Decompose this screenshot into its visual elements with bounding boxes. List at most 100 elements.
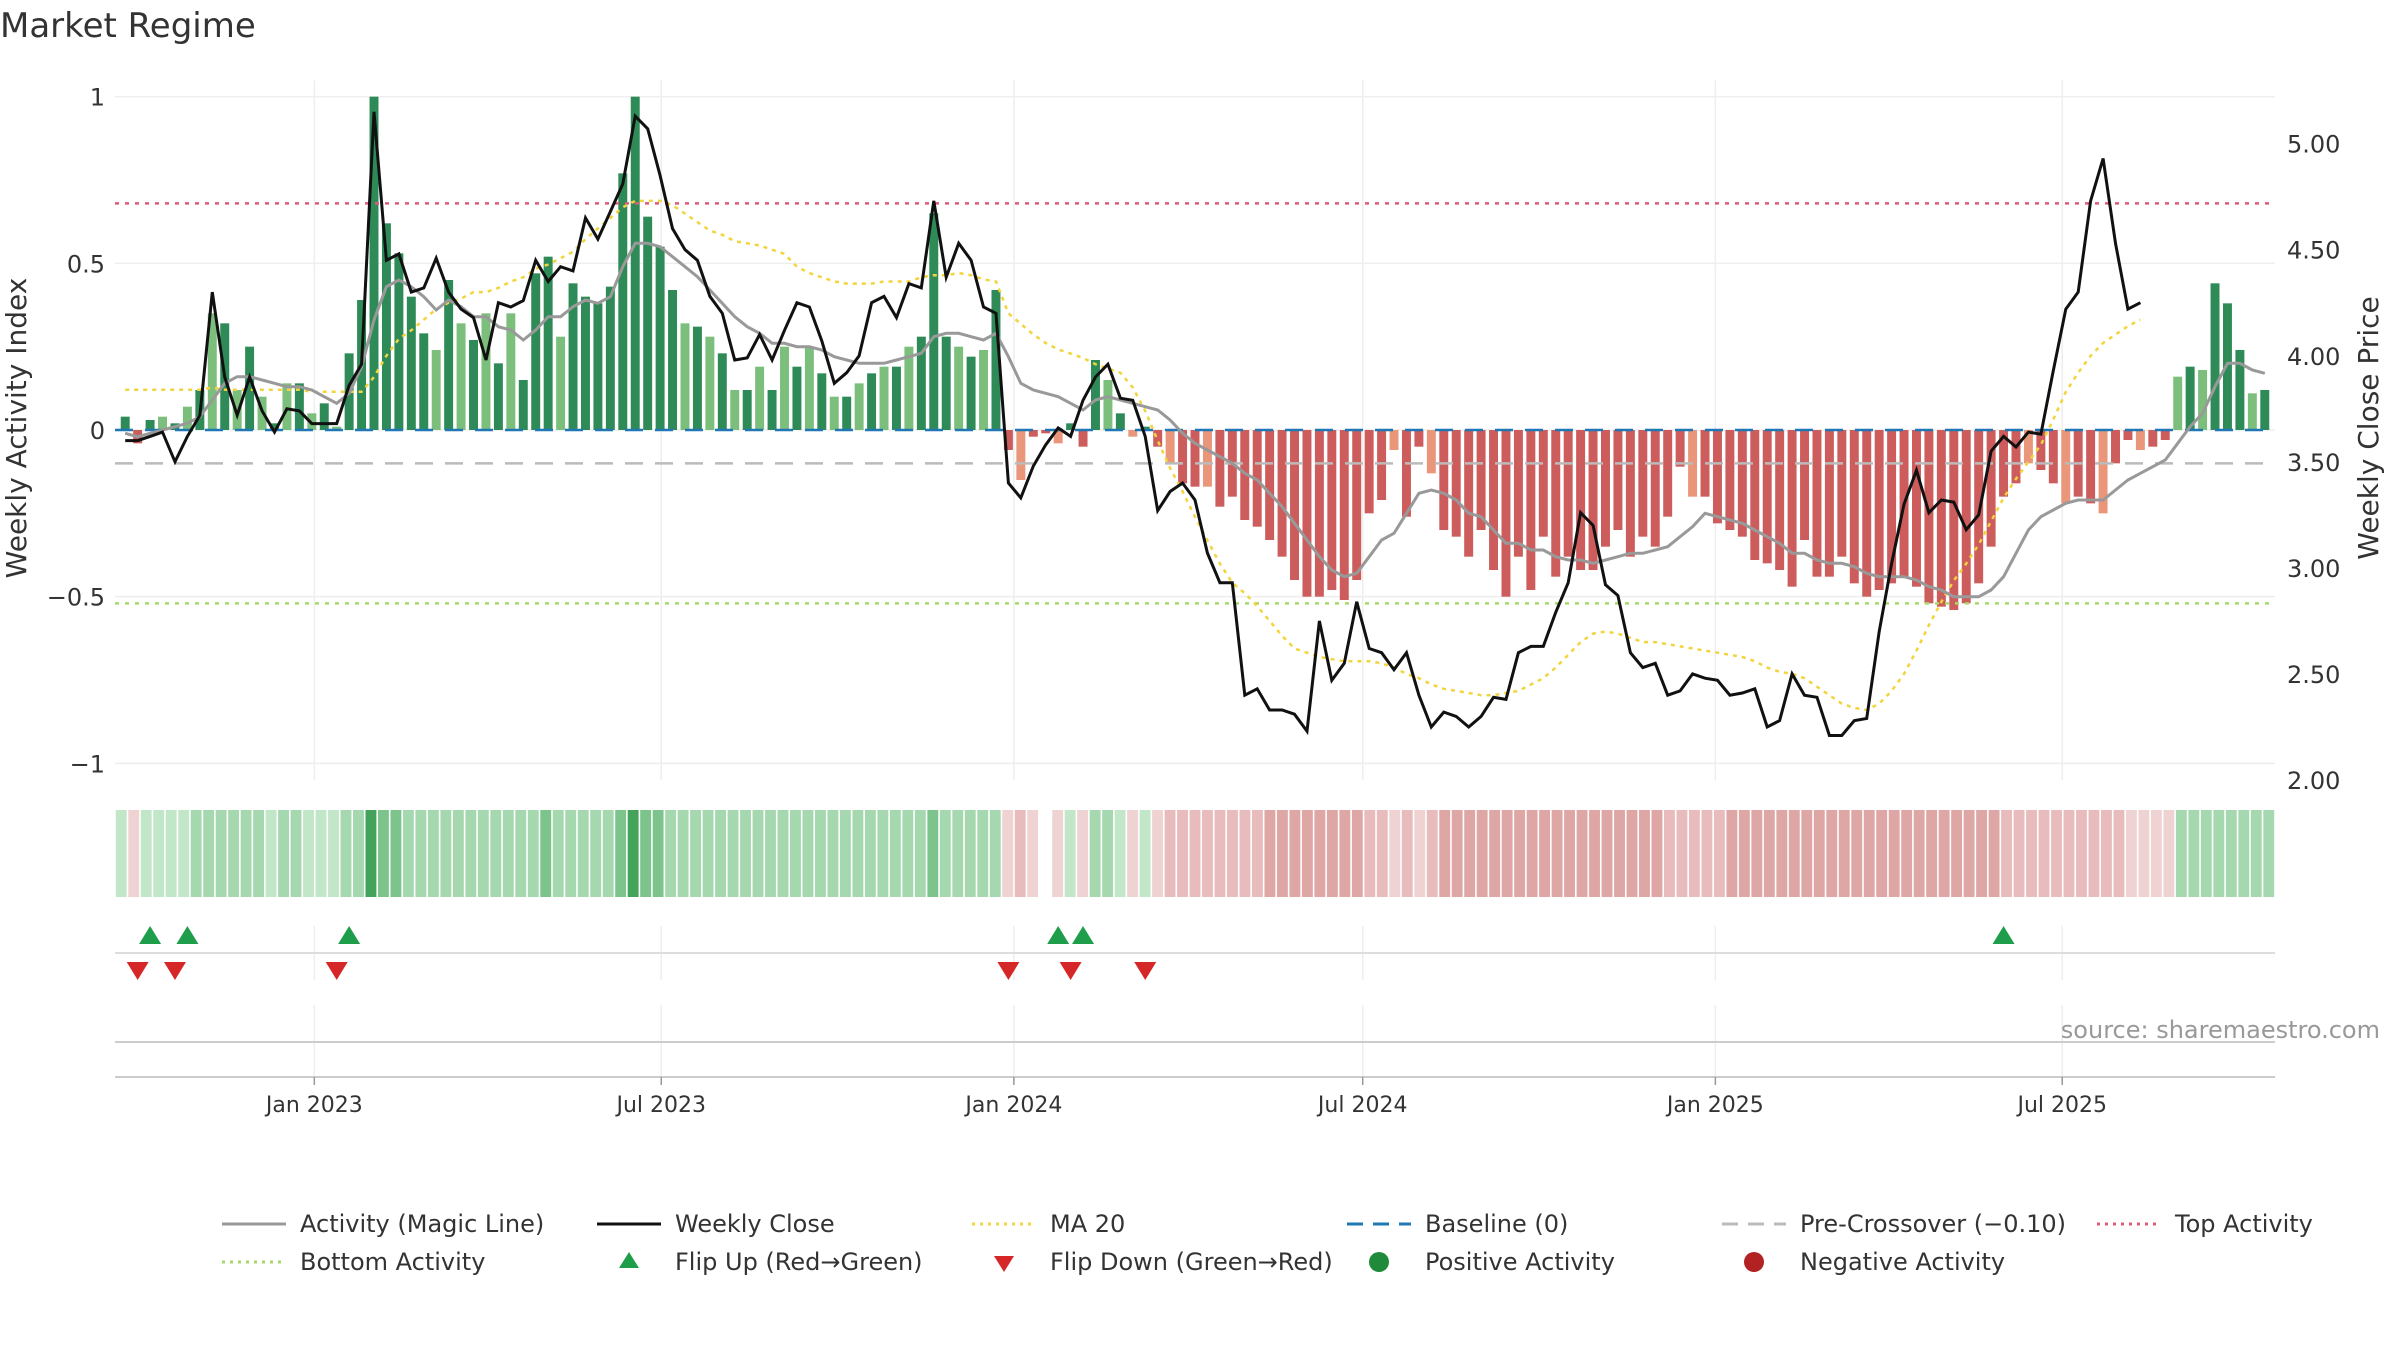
x-tick-label: Jan 2025 bbox=[1665, 1093, 1764, 1118]
activity-bar bbox=[991, 290, 1001, 430]
regime-strip-cell bbox=[1251, 810, 1263, 897]
activity-bar bbox=[904, 346, 914, 430]
ma20-line bbox=[125, 199, 2141, 712]
activity-bar bbox=[2061, 430, 2071, 504]
regime-strip-cell bbox=[1826, 810, 1838, 897]
regime-strip-cell bbox=[1301, 810, 1313, 897]
activity-bar bbox=[2048, 430, 2058, 484]
activity-bar bbox=[543, 256, 553, 430]
regime-strip bbox=[115, 810, 2275, 897]
regime-strip-cell bbox=[303, 810, 314, 897]
legend-label: MA 20 bbox=[1050, 1210, 1126, 1238]
activity-bar bbox=[1265, 430, 1275, 540]
activity-bar bbox=[158, 416, 168, 430]
activity-bar bbox=[294, 383, 304, 430]
regime-strip-cell bbox=[902, 810, 914, 897]
activity-bar bbox=[1053, 430, 1063, 444]
regime-strip-cell bbox=[1152, 810, 1163, 897]
legend-label: Weekly Close bbox=[675, 1210, 835, 1238]
flip-down-marker bbox=[325, 962, 348, 980]
regime-strip-cell bbox=[540, 810, 552, 897]
regime-strip-cell bbox=[1888, 810, 1900, 897]
activity-bar bbox=[419, 333, 429, 430]
regime-strip-cell bbox=[1364, 810, 1376, 897]
regime-strip-cell bbox=[1813, 810, 1825, 897]
activity-bar bbox=[1128, 430, 1138, 437]
activity-bar bbox=[668, 290, 678, 430]
activity-bar bbox=[680, 323, 690, 430]
activity-bar bbox=[1762, 430, 1772, 564]
regime-strip-cell bbox=[490, 810, 502, 897]
flip-down-marker bbox=[126, 962, 149, 980]
x-tick-label: Jul 2023 bbox=[614, 1093, 706, 1118]
green-dot-icon bbox=[1369, 1252, 1389, 1272]
activity-bar bbox=[1339, 430, 1349, 600]
activity-bar bbox=[469, 340, 478, 430]
regime-strip-cell bbox=[2051, 810, 2062, 897]
activity-bar bbox=[1401, 430, 1411, 517]
y-tick-label: −1 bbox=[70, 750, 105, 778]
regime-strip-cell bbox=[740, 810, 751, 897]
regime-strip-cell bbox=[2026, 810, 2037, 897]
y-right-tick-label: 5.00 bbox=[2287, 131, 2340, 159]
activity-bar bbox=[145, 420, 155, 430]
series-lines bbox=[124, 111, 2266, 737]
legend-label: Pre-Crossover (−0.10) bbox=[1800, 1210, 2067, 1238]
chart-title: Market Regime bbox=[0, 6, 256, 46]
activity-bar bbox=[506, 313, 516, 430]
regime-strip-cell bbox=[590, 810, 602, 897]
activity-bar bbox=[1824, 430, 1834, 577]
activity-bar bbox=[1464, 430, 1474, 557]
activity-bar bbox=[1750, 430, 1760, 560]
regime-strip-cell bbox=[2263, 810, 2275, 897]
regime-strip-cell bbox=[690, 810, 702, 897]
legend-label: Bottom Activity bbox=[300, 1248, 486, 1276]
activity-bar bbox=[1538, 430, 1548, 537]
regime-strip-cell bbox=[677, 810, 689, 897]
regime-strip-cell bbox=[964, 810, 976, 897]
legend-item-flip-up: Flip Up (Red→Green) bbox=[595, 1244, 923, 1280]
regime-strip-cell bbox=[2225, 810, 2237, 897]
regime-strip-cell bbox=[1089, 810, 1101, 897]
activity-bar bbox=[1563, 430, 1573, 557]
activity-bar bbox=[2247, 393, 2257, 430]
activity-bar bbox=[1476, 430, 1486, 530]
activity-bar bbox=[444, 280, 454, 430]
activity-bar bbox=[381, 223, 391, 430]
regime-strip-cell bbox=[1164, 810, 1176, 897]
regime-strip-cell bbox=[1114, 810, 1126, 897]
activity-bar bbox=[1849, 430, 1859, 584]
regime-strip-cell bbox=[790, 810, 801, 897]
activity-bar bbox=[630, 96, 640, 431]
activity-bar bbox=[1912, 430, 1921, 587]
regime-strip-cell bbox=[2113, 810, 2125, 897]
regime-strip-cell bbox=[1851, 810, 1863, 897]
regime-strip-cell bbox=[1064, 810, 1076, 897]
activity-bar bbox=[1588, 430, 1598, 570]
activity-bar bbox=[1003, 430, 1013, 450]
regime-strip-cell bbox=[153, 810, 165, 897]
x-tick-label: Jul 2025 bbox=[2015, 1093, 2107, 1118]
regime-strip-cell bbox=[914, 810, 926, 897]
activity-bar bbox=[1103, 380, 1113, 430]
activity-bar bbox=[1414, 430, 1424, 447]
activity-bar bbox=[245, 346, 255, 430]
regime-strip-cell bbox=[1801, 810, 1813, 897]
flip-up-marker bbox=[176, 926, 199, 944]
activity-magic-line bbox=[124, 241, 2266, 599]
regime-strip-cell bbox=[1376, 810, 1388, 897]
regime-strip-cell bbox=[1177, 810, 1188, 897]
legend-item-activity-line: Activity (Magic Line) bbox=[220, 1206, 544, 1242]
activity-bar bbox=[1327, 430, 1337, 590]
activity-bar bbox=[580, 296, 590, 430]
regime-strip-cell bbox=[1626, 810, 1638, 897]
activity-bar bbox=[1240, 430, 1250, 520]
activity-bar bbox=[1314, 430, 1324, 597]
regime-strip-cell bbox=[1276, 810, 1288, 897]
activity-bar bbox=[1091, 360, 1100, 430]
regime-strip-cell bbox=[802, 810, 814, 897]
x-tick-label: Jan 2023 bbox=[264, 1093, 363, 1118]
activity-bar bbox=[2111, 430, 2120, 464]
activity-bar bbox=[1961, 430, 1971, 604]
activity-bar bbox=[319, 403, 329, 430]
